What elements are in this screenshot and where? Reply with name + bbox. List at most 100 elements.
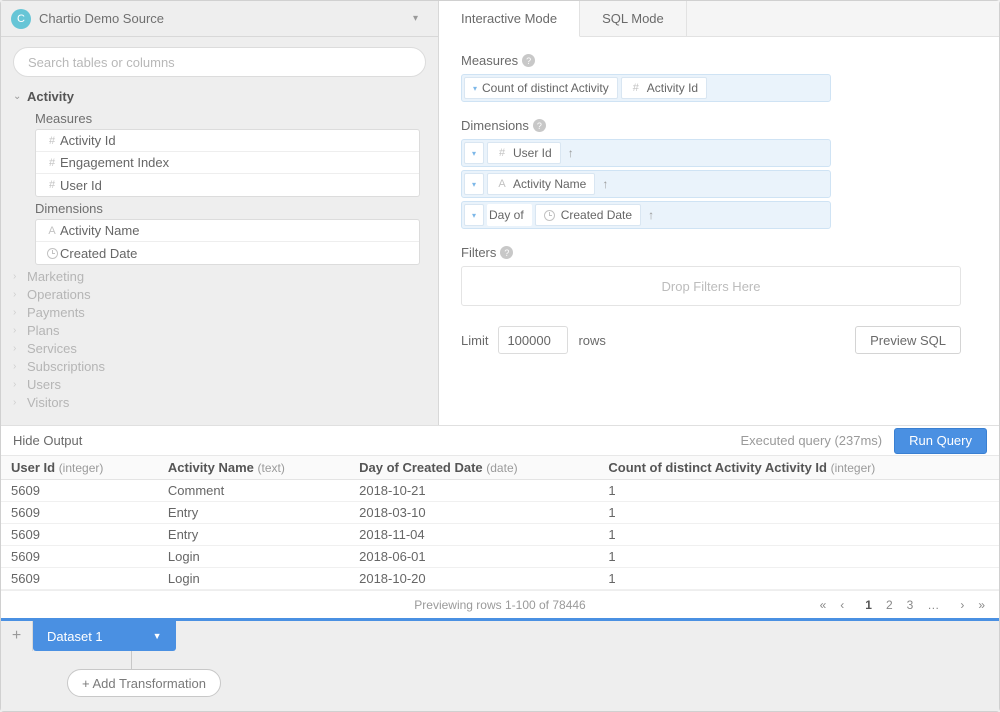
table-label: Activity [27, 89, 74, 104]
column-header[interactable]: User Id (integer) [1, 456, 158, 480]
chevron-right-icon: › [13, 397, 27, 408]
source-name: Chartio Demo Source [39, 11, 403, 26]
dimensions-heading: Dimensions [13, 201, 432, 216]
dataset-row: + Dataset 1 ▼ [1, 621, 999, 651]
pager-first[interactable]: « [818, 598, 829, 612]
column-header[interactable]: Activity Name (text) [158, 456, 349, 480]
limit-label: Limit [461, 333, 488, 348]
pager: « ‹ 123 … › » [818, 598, 987, 612]
table-payments[interactable]: ›Payments [13, 303, 432, 321]
table-row[interactable]: 5609Entry2018-03-101 [1, 502, 999, 524]
chevron-right-icon: › [13, 289, 27, 300]
column-header[interactable]: Day of Created Date (date) [349, 456, 598, 480]
text-icon: A [44, 225, 60, 237]
pager-page[interactable]: 2 [884, 598, 895, 612]
data-source-selector[interactable]: C Chartio Demo Source ▾ [1, 1, 438, 37]
run-query-button[interactable]: Run Query [894, 428, 987, 454]
tab-interactive-mode[interactable]: Interactive Mode [439, 1, 580, 37]
column-header[interactable]: Count of distinct Activity Activity Id (… [598, 456, 999, 480]
measure-pill-count-distinct[interactable]: ▾ Count of distinct Activity [464, 77, 618, 99]
chevron-right-icon: › [13, 343, 27, 354]
measures-heading: Measures [13, 111, 432, 126]
table-visitors[interactable]: ›Visitors [13, 393, 432, 411]
filters-dropzone[interactable]: Drop Filters Here [461, 266, 961, 306]
clock-icon [44, 248, 60, 259]
field-item[interactable]: AActivity Name [36, 220, 419, 242]
table-services[interactable]: ›Services [13, 339, 432, 357]
chevron-right-icon: › [13, 379, 27, 390]
measures-dropzone[interactable]: ▾ Count of distinct Activity # Activity … [461, 74, 831, 102]
sort-asc-icon[interactable]: ↑ [644, 208, 658, 222]
filters-label: Filters ? [461, 245, 977, 260]
limit-input[interactable] [498, 326, 568, 354]
sort-asc-icon[interactable]: ↑ [564, 146, 578, 160]
table-plans[interactable]: ›Plans [13, 321, 432, 339]
tab-sql-mode[interactable]: SQL Mode [580, 1, 687, 36]
table-marketing[interactable]: ›Marketing [13, 267, 432, 285]
field-item[interactable]: #Activity Id [36, 130, 419, 152]
pager-page[interactable]: 1 [863, 598, 874, 612]
help-icon[interactable]: ? [500, 246, 513, 259]
search-wrap [1, 37, 438, 85]
field-item[interactable]: #Engagement Index [36, 152, 419, 174]
dimensions-dropzone[interactable]: ▾ # User Id ↑ ▾ A Activity Name ↑ [461, 139, 831, 229]
main-panel: Interactive Mode SQL Mode Measures ? ▾ C… [439, 1, 999, 425]
hash-icon: # [44, 179, 60, 191]
output-header: Hide Output Executed query (237ms) Run Q… [1, 426, 999, 456]
limit-row: Limit rows Preview SQL [461, 326, 961, 354]
pipeline-bar: + Dataset 1 ▼ + Add Transformation [1, 618, 999, 711]
chevron-down-icon[interactable]: ▾ [464, 204, 484, 226]
table-activity[interactable]: ⌄ Activity [13, 85, 432, 107]
chevron-right-icon: › [13, 361, 27, 372]
table-row[interactable]: 5609Comment2018-10-211 [1, 480, 999, 502]
add-transformation-button[interactable]: + Add Transformation [67, 669, 221, 697]
chevron-right-icon: › [13, 271, 27, 282]
measures-label: Measures ? [461, 53, 977, 68]
table-operations[interactable]: ›Operations [13, 285, 432, 303]
sort-asc-icon[interactable]: ↑ [598, 177, 612, 191]
rows-label: rows [578, 333, 605, 348]
preview-count: Previewing rows 1-100 of 78446 [414, 598, 585, 612]
chevron-down-icon: ⌄ [13, 91, 27, 102]
field-item[interactable]: #User Id [36, 174, 419, 196]
preview-footer: Previewing rows 1-100 of 78446 « ‹ 123 … … [1, 590, 999, 618]
dimension-pill-activity-name[interactable]: ▾ A Activity Name ↑ [461, 170, 831, 198]
schema-tree: ⌄ Activity Measures #Activity Id#Engagem… [1, 85, 438, 411]
pager-page[interactable]: 3 [905, 598, 916, 612]
help-icon[interactable]: ? [533, 119, 546, 132]
output-panel: Hide Output Executed query (237ms) Run Q… [1, 425, 999, 618]
hash-icon: # [496, 147, 508, 159]
pager-last[interactable]: » [976, 598, 987, 612]
query-builder: Measures ? ▾ Count of distinct Activity … [439, 37, 999, 425]
table-users[interactable]: ›Users [13, 375, 432, 393]
table-row[interactable]: 5609Entry2018-11-041 [1, 524, 999, 546]
add-dataset-button[interactable]: + [1, 621, 33, 651]
chevron-right-icon: › [13, 307, 27, 318]
chevron-down-icon[interactable]: ▾ [464, 142, 484, 164]
dimension-pill-created-date[interactable]: ▾ Day of Created Date ↑ [461, 201, 831, 229]
table-row[interactable]: 5609Login2018-06-011 [1, 546, 999, 568]
dimensions-label: Dimensions ? [461, 118, 977, 133]
dimension-pill-user-id[interactable]: ▾ # User Id ↑ [461, 139, 831, 167]
dimensions-list: AActivity NameCreated Date [35, 219, 420, 265]
dataset-tab[interactable]: Dataset 1 ▼ [33, 621, 176, 651]
pager-prev[interactable]: ‹ [838, 598, 846, 612]
pager-page[interactable]: … [925, 598, 941, 612]
table-subscriptions[interactable]: ›Subscriptions [13, 357, 432, 375]
text-icon: A [496, 178, 508, 190]
table-row[interactable]: 5609Login2018-10-201 [1, 568, 999, 590]
measure-pill-activity-id[interactable]: # Activity Id [621, 77, 707, 99]
pager-next[interactable]: › [958, 598, 966, 612]
hash-icon: # [630, 82, 642, 94]
preview-sql-button[interactable]: Preview SQL [855, 326, 961, 354]
chevron-down-icon: ▾ [403, 13, 428, 24]
sidebar: C Chartio Demo Source ▾ ⌄ Activity Measu… [1, 1, 439, 425]
execution-time: Executed query (237ms) [741, 433, 883, 448]
help-icon[interactable]: ? [522, 54, 535, 67]
field-item[interactable]: Created Date [36, 242, 419, 264]
hide-output-toggle[interactable]: Hide Output [13, 433, 82, 448]
measures-list: #Activity Id#Engagement Index#User Id [35, 129, 420, 197]
chevron-down-icon: ▾ [473, 84, 477, 93]
search-input[interactable] [13, 47, 426, 77]
chevron-down-icon[interactable]: ▾ [464, 173, 484, 195]
